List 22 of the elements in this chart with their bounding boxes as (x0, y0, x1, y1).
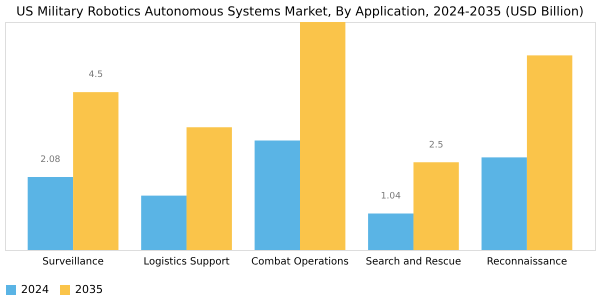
data-label: 2.5 (428, 140, 444, 150)
bar (482, 157, 527, 250)
x-tick-label: Combat Operations (251, 256, 349, 268)
legend-label: 2035 (75, 283, 103, 296)
bar (186, 127, 232, 250)
data-label: 1.04 (380, 192, 402, 202)
bar (413, 162, 459, 250)
bar (368, 214, 414, 250)
legend-label: 2024 (21, 283, 49, 296)
data-label: 4.5 (88, 70, 103, 80)
bar (254, 140, 300, 250)
x-tick-label: Logistics Support (144, 256, 230, 268)
x-tick-label: Reconnaissance (486, 256, 568, 268)
chart-title: US Military Robotics Autonomous Systems Market, By Application, 2024-2035 (USD Billion) (16, 4, 584, 18)
data-label: 2.08 (40, 155, 61, 166)
x-tick-label: Surveillance (42, 256, 104, 268)
bar (28, 177, 74, 250)
bar (526, 55, 572, 250)
bar (141, 196, 187, 250)
x-tick-label: Search and Rescue (366, 256, 462, 268)
bar (300, 22, 346, 250)
bar (73, 92, 118, 250)
